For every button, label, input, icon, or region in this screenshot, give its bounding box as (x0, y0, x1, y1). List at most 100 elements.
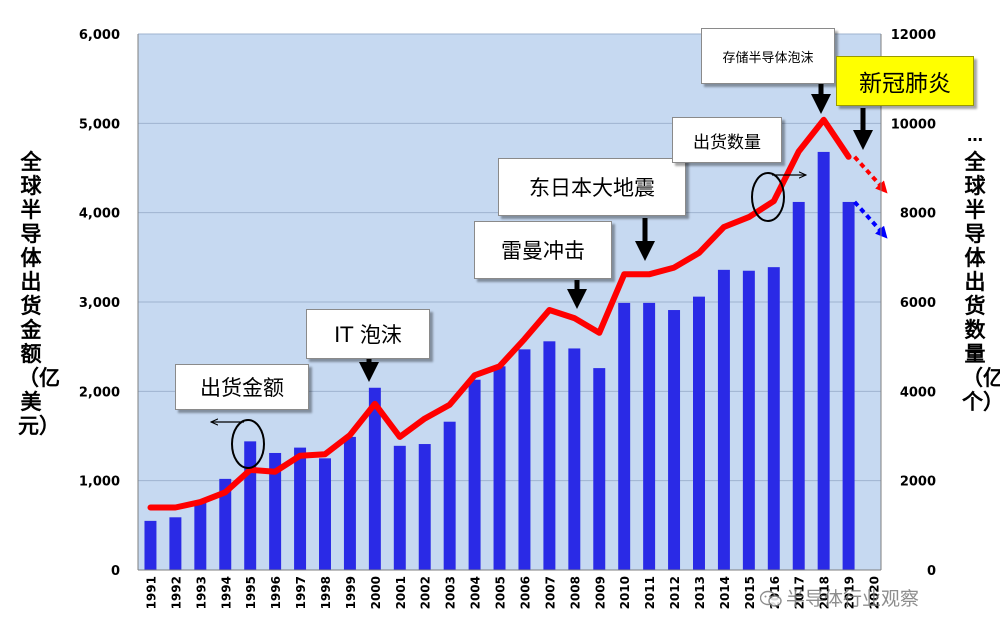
callout-shipment-value: 出货金额 (175, 364, 309, 410)
shipment-volume-circle (751, 172, 785, 222)
bar-1995 (244, 441, 257, 570)
x-tick-label: 2017 (793, 576, 807, 609)
callout-tohoku: 东日本大地震 (498, 158, 686, 216)
right-tick-label: 6000 (900, 296, 936, 311)
right-tick-label: 10000 (891, 117, 936, 132)
right-tick-label: 8000 (900, 207, 936, 222)
volume-point-2009 (598, 331, 601, 334)
volume-point-1999 (348, 434, 351, 437)
bar-2010 (618, 302, 631, 570)
projection-arrows (853, 155, 888, 239)
x-tick-label: 2009 (593, 576, 607, 609)
volume-point-2017 (797, 150, 800, 153)
left-tick-label: 5,000 (79, 117, 120, 132)
left-tick-label: 2,000 (79, 385, 120, 400)
bar-1991 (144, 520, 157, 570)
volume-point-2008 (573, 317, 576, 320)
bar-2007 (543, 341, 556, 570)
bar-1992 (169, 517, 182, 570)
left-tick-label: 1,000 (79, 475, 120, 490)
bar-2015 (742, 270, 755, 570)
bar-2014 (717, 269, 730, 570)
right-tick-label: 4000 (900, 385, 936, 400)
bar-2016 (767, 267, 780, 570)
bar-2012 (668, 310, 681, 570)
bar-2006 (518, 349, 531, 570)
x-tick-label: 2012 (668, 576, 682, 609)
bar-2017 (792, 201, 805, 571)
annotation-marks (211, 84, 873, 469)
x-tick-label: 2000 (369, 576, 383, 609)
bar-2000 (368, 387, 381, 570)
callout-it-bubble: IT 泡沫 (306, 309, 430, 359)
volume-point-2006 (523, 338, 526, 341)
volume-point-1993 (199, 501, 202, 504)
volume-point-2007 (548, 309, 551, 312)
x-tick-label: 2011 (643, 576, 657, 609)
bar-2003 (443, 421, 456, 570)
wechat-icon (760, 590, 782, 607)
x-tick-label: 1994 (219, 576, 233, 609)
shipment-value-circle (231, 419, 265, 469)
bar-1996 (269, 452, 282, 570)
volume-point-2005 (498, 365, 501, 368)
x-tick-label: 2008 (568, 576, 582, 609)
volume-point-2011 (648, 273, 651, 276)
volume-point-1994 (224, 491, 227, 494)
bar-1997 (294, 447, 307, 570)
bar-1993 (194, 501, 207, 570)
bar-2005 (493, 366, 506, 570)
callout-covid: 新冠肺炎 (836, 56, 974, 106)
left-axis-label: 全球半导体出货金额（亿美元） (18, 150, 60, 438)
x-tick-label: 2002 (419, 576, 433, 609)
callout-shipment-volume: 出货数量 (672, 117, 782, 163)
x-tick-label: 2004 (469, 576, 483, 609)
x-tick-label: 1997 (294, 576, 308, 609)
bar-2019 (842, 201, 855, 571)
bar-1994 (219, 478, 232, 570)
right-axis-ticks: 0 2000 4000 6000 8000 10000 12000 (891, 28, 936, 579)
volume-point-1991 (149, 506, 152, 509)
right-tick-label: 2000 (900, 475, 936, 490)
bar-2004 (468, 379, 481, 570)
volume-point-1998 (323, 453, 326, 456)
volume-point-2000 (373, 402, 376, 405)
bar-2011 (643, 302, 656, 570)
left-tick-label: 0 (111, 564, 120, 579)
projection-arrow (853, 155, 888, 194)
right-axis-label: 全球半导体出货数量（亿个） (962, 150, 1000, 414)
volume-point-2003 (448, 403, 451, 406)
bar-2013 (693, 296, 705, 570)
left-tick-label: 4,000 (79, 207, 120, 222)
callout-memory-bubble: 存储半导体泡沫 (701, 28, 835, 84)
right-tick-label: 0 (927, 564, 936, 579)
x-tick-label: 2013 (693, 576, 707, 609)
volume-point-2019 (847, 155, 850, 158)
bar-2018 (817, 151, 830, 571)
x-tick-label: 2001 (394, 576, 408, 609)
bar-2009 (593, 368, 606, 570)
bar-2008 (568, 348, 581, 570)
x-tick-label: 2015 (743, 576, 757, 609)
bar-1998 (319, 458, 331, 570)
left-tick-label: 6,000 (79, 28, 120, 43)
volume-point-1997 (299, 454, 302, 457)
x-tick-label: 2014 (718, 576, 732, 609)
volume-point-1995 (249, 468, 252, 471)
x-tick-label: 1998 (319, 576, 333, 609)
volume-point-2002 (423, 417, 426, 420)
bar-2001 (393, 445, 406, 570)
x-tick-label: 2018 (818, 576, 832, 609)
x-tick-label: 1999 (344, 576, 358, 609)
bar-series-shipment-value (144, 151, 855, 571)
volume-point-2016 (772, 200, 775, 203)
x-tick-label: 2006 (518, 576, 532, 609)
volume-point-2015 (747, 216, 750, 219)
x-tick-label: 1991 (144, 576, 158, 609)
x-tick-label: 2007 (543, 576, 557, 609)
x-tick-label: 1996 (269, 576, 283, 609)
left-tick-label: 3,000 (79, 296, 120, 311)
x-tick-label: 2005 (494, 576, 508, 609)
right-tick-label: 12000 (891, 28, 936, 43)
bar-1999 (343, 436, 356, 570)
